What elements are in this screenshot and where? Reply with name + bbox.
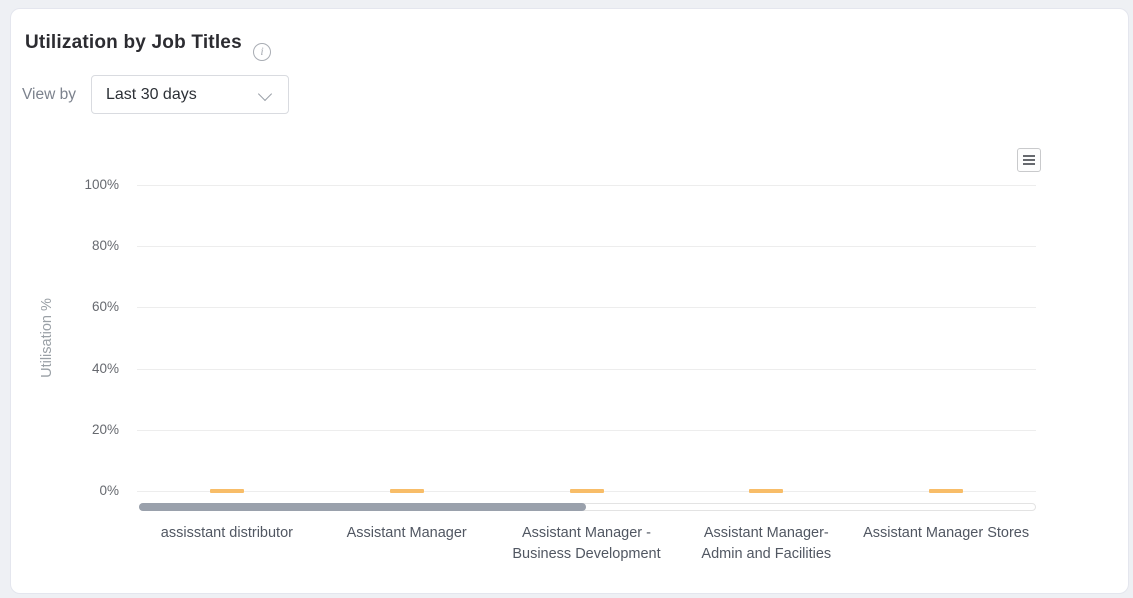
bar-2[interactable] — [389, 489, 424, 493]
chart-scrollbar-thumb[interactable] — [139, 503, 586, 511]
y-tick-label: 80% — [91, 238, 119, 254]
view-by-label: View by — [22, 86, 76, 103]
x-axis-label: Assistant Manager- Admin and Facilities — [701, 525, 832, 562]
x-axis-label: Assistant Manager - Business Development — [512, 525, 661, 562]
y-gridline — [137, 246, 1036, 248]
y-gridline — [137, 185, 1036, 186]
y-axis-title: Utilisation % — [39, 298, 55, 378]
x-axis-label: assisstant distributor — [160, 525, 293, 541]
y-tick-label: 20% — [91, 421, 119, 437]
bar-5[interactable] — [929, 489, 964, 493]
y-gridline — [137, 307, 1036, 309]
bar-4[interactable] — [749, 489, 784, 493]
y-gridline — [137, 429, 1036, 431]
y-tick-label: 100% — [84, 177, 119, 192]
y-tick-label: 60% — [91, 299, 119, 315]
y-tick-label: 40% — [91, 360, 119, 376]
page-title: Utilization by Job Titles — [25, 32, 242, 53]
y-tick-label: 0% — [99, 483, 119, 498]
chevron-down-icon — [257, 86, 273, 102]
info-icon[interactable]: i — [253, 43, 271, 61]
period-dropdown[interactable]: Last 30 days — [91, 75, 289, 114]
bar-1[interactable] — [209, 489, 244, 493]
x-axis-label: Assistant Manager Stores — [863, 525, 1030, 541]
chart-menu-button[interactable] — [1017, 148, 1041, 172]
period-dropdown-value: Last 30 days — [106, 86, 197, 103]
bar-3[interactable] — [569, 489, 604, 493]
x-axis-label: Assistant Manager — [346, 525, 467, 541]
y-gridline — [137, 368, 1036, 370]
utilization-card: Utilization by Job Titles i View by Last… — [10, 8, 1129, 594]
